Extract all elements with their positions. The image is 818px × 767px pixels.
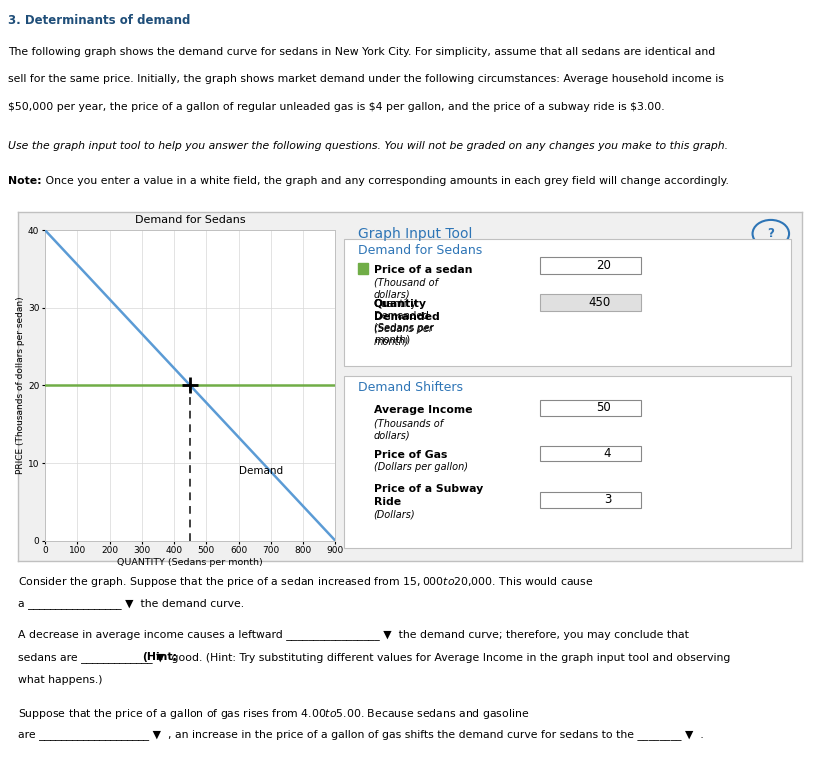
FancyBboxPatch shape <box>541 295 640 311</box>
Text: 450: 450 <box>589 296 611 309</box>
Text: Price of Gas: Price of Gas <box>374 450 447 460</box>
Text: 4: 4 <box>604 447 611 460</box>
Y-axis label: PRICE (Thousands of dollars per sedan): PRICE (Thousands of dollars per sedan) <box>16 297 25 474</box>
Text: A decrease in average income causes a leftward _________________ ▼  the demand c: A decrease in average income causes a le… <box>18 630 689 640</box>
X-axis label: QUANTITY (Sedans per month): QUANTITY (Sedans per month) <box>117 558 263 567</box>
Text: 3. Determinants of demand: 3. Determinants of demand <box>8 14 191 27</box>
Text: Consider the graph. Suppose that the price of a sedan increased from $15,000 to : Consider the graph. Suppose that the pri… <box>18 575 594 589</box>
Text: ?: ? <box>767 227 775 240</box>
FancyBboxPatch shape <box>541 400 640 416</box>
Text: 20: 20 <box>596 259 611 272</box>
Text: 3: 3 <box>604 493 611 506</box>
Text: sell for the same price. Initially, the graph shows market demand under the foll: sell for the same price. Initially, the … <box>8 74 724 84</box>
Bar <box>357 263 368 274</box>
Text: (Thousands of
dollars): (Thousands of dollars) <box>374 418 443 440</box>
Text: Graph Input Tool: Graph Input Tool <box>357 227 472 241</box>
Text: $50,000 per year, the price of a gallon of regular unleaded gas is $4 per gallon: $50,000 per year, the price of a gallon … <box>8 101 665 111</box>
Text: a _________________ ▼  the demand curve.: a _________________ ▼ the demand curve. <box>18 597 244 609</box>
Text: what happens.): what happens.) <box>18 675 102 685</box>
Text: Price of a sedan: Price of a sedan <box>374 265 472 275</box>
FancyBboxPatch shape <box>344 239 791 366</box>
Text: Demand Shifters: Demand Shifters <box>357 381 463 394</box>
Text: (Dollars): (Dollars) <box>374 509 416 519</box>
Text: Ride: Ride <box>374 497 401 507</box>
Text: Demand: Demand <box>239 466 283 476</box>
Text: (Sedans per
month): (Sedans per month) <box>374 324 433 347</box>
Text: sedans are _____________ ▼  good. (Hint: Try substituting different values for A: sedans are _____________ ▼ good. (Hint: … <box>18 652 730 663</box>
Text: Note:: Note: <box>8 176 42 186</box>
Text: (Dollars per gallon): (Dollars per gallon) <box>374 463 468 472</box>
Text: Price of a Subway: Price of a Subway <box>374 485 483 495</box>
FancyBboxPatch shape <box>541 446 640 461</box>
Text: Use the graph input tool to help you answer the following questions. You will no: Use the graph input tool to help you ans… <box>8 140 728 150</box>
Text: Demanded: Demanded <box>374 311 439 321</box>
Text: are ____________________ ▼  , an increase in the price of a gallon of gas shifts: are ____________________ ▼ , an increase… <box>18 729 703 740</box>
FancyBboxPatch shape <box>344 377 791 548</box>
Text: Demand for Sedans: Demand for Sedans <box>357 244 482 257</box>
Text: Quantity
Demanded
(Sedans per
month): Quantity Demanded (Sedans per month) <box>374 299 434 345</box>
Text: 50: 50 <box>596 401 611 414</box>
Text: (Hint:: (Hint: <box>142 652 177 662</box>
FancyBboxPatch shape <box>541 492 640 508</box>
Title: Demand for Sedans: Demand for Sedans <box>135 216 245 225</box>
FancyBboxPatch shape <box>541 258 640 274</box>
Text: Suppose that the price of a gallon of gas rises from $4.00 to $5.00. Because sed: Suppose that the price of a gallon of ga… <box>18 706 529 721</box>
Text: Once you enter a value in a white field, the graph and any corresponding amounts: Once you enter a value in a white field,… <box>42 176 729 186</box>
Text: The following graph shows the demand curve for sedans in New York City. For simp: The following graph shows the demand cur… <box>8 47 716 57</box>
Text: (Thousand of
dollars): (Thousand of dollars) <box>374 278 438 300</box>
Text: Average Income: Average Income <box>374 406 472 416</box>
Text: Quantity: Quantity <box>374 299 427 309</box>
